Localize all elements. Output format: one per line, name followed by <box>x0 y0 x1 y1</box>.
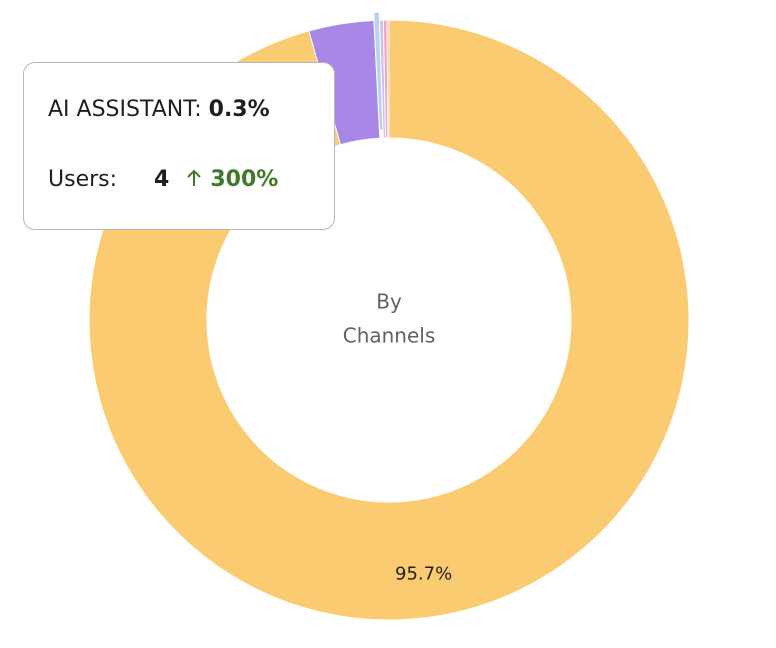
slice-label: 95.7% <box>395 564 452 585</box>
tooltip: AI ASSISTANT: 0.3% Users: 4 300% <box>23 62 335 230</box>
users-label: Users: <box>48 167 118 192</box>
tooltip-title-row: AI ASSISTANT: 0.3% <box>48 97 270 122</box>
up-arrow-icon <box>187 169 202 186</box>
tooltip-users-row: Users: 4 300% <box>48 167 278 192</box>
center-label: By <box>376 290 402 314</box>
donut-slice <box>386 19 390 139</box>
tooltip-share: 0.3% <box>208 97 270 122</box>
center-label: Channels <box>343 324 436 348</box>
tooltip-name: AI ASSISTANT: <box>48 97 202 122</box>
users-count: 4 <box>154 167 170 192</box>
users-change: 300% <box>210 167 279 192</box>
